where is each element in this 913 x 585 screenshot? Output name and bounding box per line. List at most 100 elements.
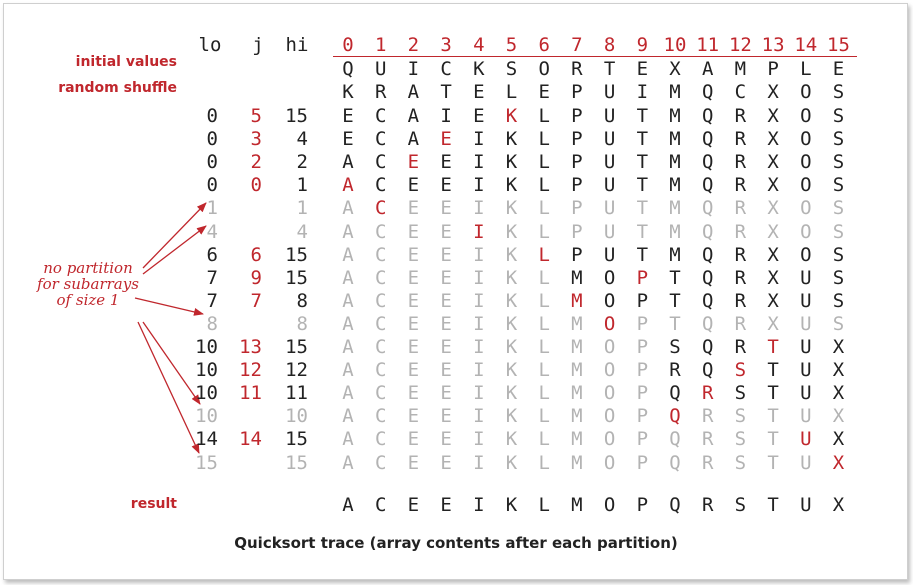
array-cell: K: [505, 359, 518, 381]
array-cell: C: [374, 359, 387, 381]
array-cell: I: [473, 313, 485, 335]
result-cell: R: [701, 494, 714, 516]
array-cell: M: [571, 382, 583, 404]
array-cell: A: [342, 336, 354, 358]
result-cell: M: [571, 494, 583, 516]
result-cell: C: [374, 494, 387, 516]
array-cell: R: [734, 267, 747, 289]
array-index: 1: [374, 34, 387, 56]
array-cell: P: [571, 174, 583, 196]
array-cell: I: [473, 197, 485, 219]
array-cell: Q: [701, 359, 714, 381]
array-cell: E: [473, 81, 485, 103]
array-cell: E: [407, 197, 420, 219]
array-cell: P: [636, 313, 649, 335]
label-initial-values: initial values: [75, 54, 177, 70]
array-cell: U: [800, 405, 812, 427]
array-cell: T: [636, 197, 649, 219]
array-cell: E: [342, 128, 354, 150]
array-cell: C: [374, 290, 387, 312]
array-cell: A: [342, 197, 354, 219]
array-cell: P: [636, 452, 649, 474]
array-cell: E: [407, 267, 420, 289]
array-cell: I: [473, 336, 485, 358]
array-cell: P: [636, 359, 649, 381]
row-hi: 2: [296, 151, 308, 173]
array-cell: C: [734, 81, 747, 103]
array-cell: K: [505, 221, 518, 243]
array-cell: Q: [701, 313, 714, 335]
array-cell: Q: [342, 58, 354, 80]
array-cell: A: [342, 428, 354, 450]
array-cell: E: [440, 151, 452, 173]
array-cell: K: [505, 244, 518, 266]
array-cell: A: [342, 221, 354, 243]
array-cell: R: [734, 174, 747, 196]
figure-frame: [3, 3, 908, 580]
array-cell: K: [505, 452, 518, 474]
array-cell: U: [603, 151, 616, 173]
array-cell: P: [636, 382, 649, 404]
row-hi: 15: [285, 244, 308, 266]
array-cell: I: [473, 452, 485, 474]
array-cell: L: [538, 382, 550, 404]
array-cell: X: [767, 128, 779, 150]
row-lo: 0: [206, 128, 218, 150]
array-cell: O: [603, 313, 616, 335]
array-index: 9: [636, 34, 649, 56]
array-cell: K: [505, 267, 518, 289]
array-cell: L: [538, 151, 550, 173]
array-cell: U: [800, 313, 812, 335]
row-hi: 15: [285, 105, 308, 127]
array-cell: P: [571, 81, 583, 103]
array-index: 14: [794, 34, 818, 56]
array-index: 8: [603, 34, 616, 56]
array-cell: X: [767, 105, 779, 127]
array-cell: C: [374, 174, 387, 196]
array-cell: A: [407, 128, 420, 150]
array-cell: X: [767, 221, 779, 243]
array-cell: I: [473, 359, 485, 381]
array-cell: S: [832, 151, 845, 173]
array-cell: S: [832, 267, 845, 289]
array-cell: S: [832, 81, 845, 103]
row-lo: 7: [206, 267, 218, 289]
array-cell: L: [538, 244, 550, 266]
array-cell: L: [538, 105, 550, 127]
array-cell: O: [603, 405, 616, 427]
array-cell: P: [767, 58, 779, 80]
array-cell: E: [440, 336, 452, 358]
array-cell: E: [440, 452, 452, 474]
array-cell: I: [473, 221, 485, 243]
array-cell: K: [505, 197, 518, 219]
array-cell: A: [342, 290, 354, 312]
result-cell: L: [538, 494, 550, 516]
array-cell: U: [800, 452, 812, 474]
array-cell: I: [636, 81, 649, 103]
array-cell: L: [538, 290, 550, 312]
array-cell: M: [669, 244, 681, 266]
array-cell: L: [800, 58, 812, 80]
array-cell: U: [603, 197, 616, 219]
label-random-shuffle: random shuffle: [58, 80, 177, 96]
array-cell: M: [669, 174, 681, 196]
array-cell: C: [374, 221, 387, 243]
arrow-to-row-lo8: [134, 297, 204, 316]
array-cell: Q: [701, 336, 714, 358]
array-cell: T: [636, 105, 649, 127]
array-cell: O: [800, 244, 812, 266]
array-cell: E: [440, 313, 452, 335]
row-lo: 0: [206, 174, 218, 196]
array-cell: T: [636, 174, 649, 196]
array-cell: K: [505, 174, 518, 196]
array-cell: R: [734, 105, 747, 127]
row-j: 0: [250, 174, 262, 196]
array-cell: A: [342, 452, 354, 474]
array-cell: M: [669, 105, 681, 127]
array-cell: S: [734, 359, 747, 381]
array-cell: T: [636, 244, 649, 266]
array-cell: R: [734, 151, 747, 173]
array-cell: U: [800, 336, 812, 358]
array-cell: M: [571, 267, 583, 289]
array-cell: T: [636, 221, 649, 243]
